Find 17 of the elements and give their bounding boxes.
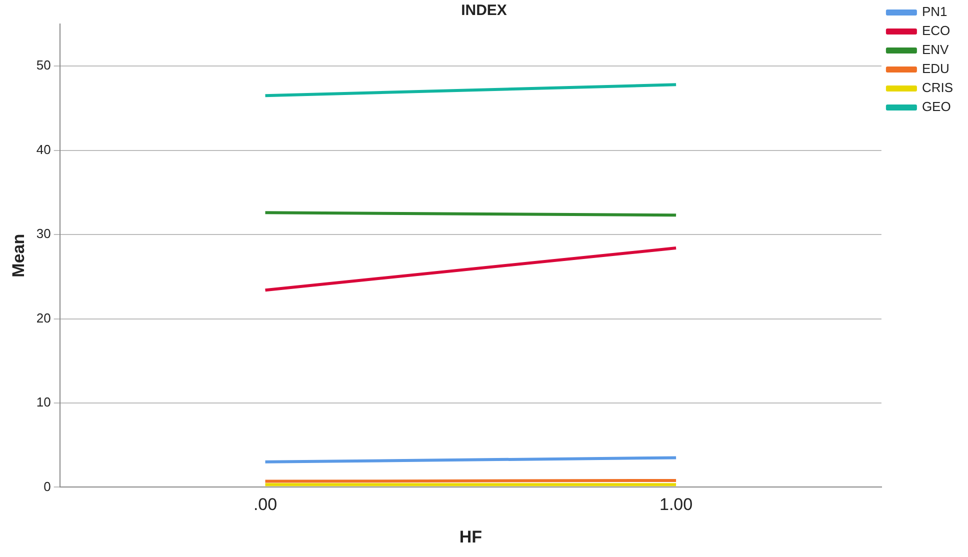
y-tick-label: 30 bbox=[36, 226, 51, 242]
y-tick-label: 10 bbox=[36, 394, 51, 410]
y-tick-label: 50 bbox=[36, 58, 51, 73]
x-tick-label: .00 bbox=[253, 495, 278, 514]
y-tick-label: 20 bbox=[36, 310, 51, 326]
x-axis-title: HF bbox=[459, 527, 482, 546]
y-tick-label: 0 bbox=[44, 478, 51, 494]
legend-label: CRIS bbox=[922, 80, 954, 96]
chart-title: INDEX bbox=[461, 2, 507, 20]
legend-label: ENV bbox=[922, 42, 949, 58]
y-axis-title: Mean bbox=[8, 234, 28, 278]
legend-label: EDU bbox=[922, 61, 950, 76]
legend-label: PN1 bbox=[922, 4, 948, 20]
x-tick-label: 1.00 bbox=[660, 495, 693, 514]
y-tick-label: 40 bbox=[36, 142, 51, 157]
legend-label: GEO bbox=[922, 99, 951, 114]
legend-label: ECO bbox=[922, 23, 950, 38]
